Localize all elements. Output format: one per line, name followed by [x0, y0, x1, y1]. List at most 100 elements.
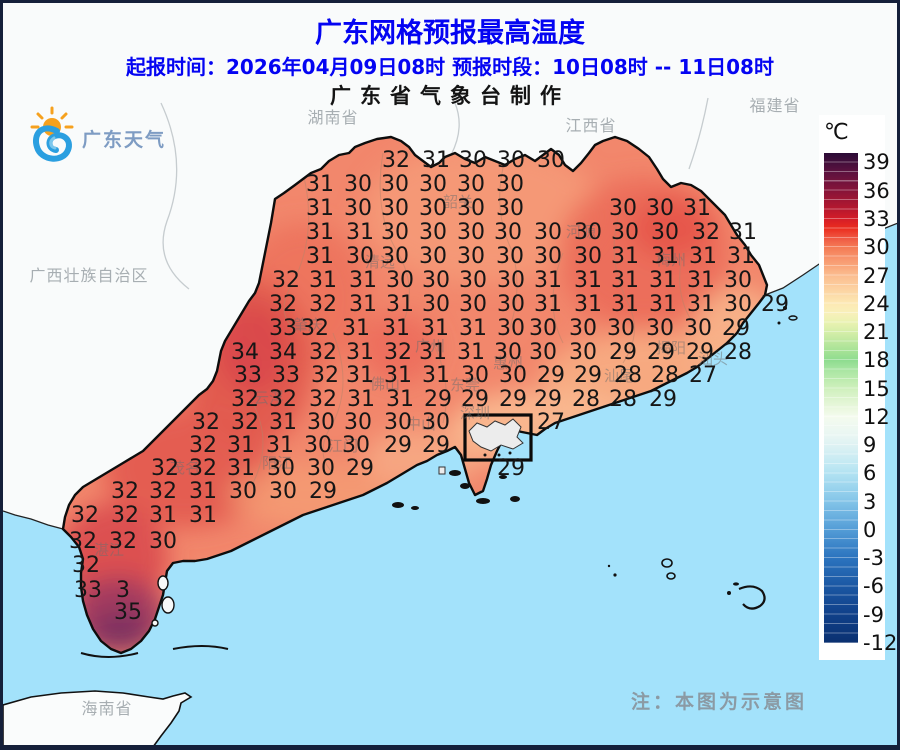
temp-value: 30 — [344, 196, 372, 221]
province-borders — [160, 97, 709, 290]
temp-value: 30 — [534, 244, 562, 269]
temp-value: 30 — [304, 433, 332, 458]
guangdong-outline — [61, 135, 769, 655]
temp-value: 32 — [111, 479, 139, 504]
temp-value: 31 — [687, 268, 715, 293]
temp-value: 29 — [461, 387, 489, 412]
temp-value: 31 — [306, 244, 334, 269]
temp-value: 31 — [386, 292, 414, 317]
colorbar-tick-label: -6 — [863, 574, 884, 599]
temp-value: 27 — [537, 410, 565, 435]
temp-value: 30 — [494, 220, 522, 245]
temp-value: 30 — [574, 244, 602, 269]
temp-value: 28 — [572, 387, 600, 412]
temp-value: 30 — [346, 244, 374, 269]
temp-value: 31 — [306, 172, 334, 197]
temp-value: 28 — [651, 363, 679, 388]
temp-value: 30 — [529, 316, 557, 341]
colorbar-tick-label: 6 — [863, 461, 877, 486]
temp-value: 29 — [537, 363, 565, 388]
colorbar-unit: ℃ — [824, 120, 849, 145]
city-label: 云浮 — [254, 389, 284, 407]
temp-value: 32 — [149, 479, 177, 504]
temp-value: 30 — [344, 410, 372, 435]
temp-value: 30 — [419, 244, 447, 269]
sea — [3, 223, 897, 745]
city-label: 揭阳 — [656, 339, 686, 357]
temp-value: 30 — [497, 268, 525, 293]
temp-value: 31 — [729, 220, 757, 245]
temp-value: 33 — [269, 316, 297, 341]
temp-value: 29 — [309, 479, 337, 504]
province-label: 江西省 — [565, 116, 616, 135]
city-label: 肇庆 — [293, 316, 323, 334]
temp-value: 30 — [457, 244, 485, 269]
temp-value: 30 — [724, 268, 752, 293]
temp-value: 32 — [72, 553, 100, 578]
colorbar-tick-label: 15 — [863, 376, 890, 401]
temp-value: 30 — [307, 456, 335, 481]
colorbar-gradient — [824, 153, 858, 643]
temp-value: 30 — [537, 148, 565, 173]
temp-value: 30 — [419, 196, 447, 221]
temp-value: 31 — [651, 244, 679, 269]
temp-value: 30 — [534, 220, 562, 245]
temp-value: 31 — [459, 316, 487, 341]
temp-value: 29 — [346, 456, 374, 481]
temp-value: 29 — [649, 387, 677, 412]
temp-value: 30 — [574, 220, 602, 245]
city-label: 惠州 — [493, 354, 523, 372]
province-label: 福建省 — [749, 96, 800, 115]
temp-value: 29 — [609, 340, 637, 365]
temp-value: 31 — [309, 268, 337, 293]
temp-value: 31 — [611, 268, 639, 293]
forecast-time-line: 起报时间：2026年04月09日08时 预报时段：10日08时 -- 11日08… — [126, 55, 774, 79]
guangdong-weather-logo: 广东天气 — [27, 105, 166, 171]
colorbar-tick-label: 21 — [863, 320, 890, 345]
temp-value: 32 — [382, 148, 410, 173]
temp-value: 30 — [381, 220, 409, 245]
colorbar-tick-label: -9 — [863, 602, 884, 627]
temp-value: 30 — [384, 410, 412, 435]
temp-value: 27 — [689, 363, 717, 388]
temp-value: 30 — [307, 410, 335, 435]
colorbar-tick-label: 3 — [863, 489, 877, 514]
temp-value: 32 — [301, 316, 329, 341]
temp-value: 29 — [422, 433, 450, 458]
colorbar-tick-label: 18 — [863, 348, 890, 373]
temp-value: 33 — [234, 363, 262, 388]
temp-value: 32 — [692, 220, 720, 245]
temp-value: 31 — [306, 220, 334, 245]
temp-value: 30 — [646, 196, 674, 221]
temp-value: 30 — [381, 244, 409, 269]
colorbar-tick-label: 12 — [863, 404, 890, 429]
city-label: 河源 — [566, 223, 596, 241]
temp-value: 32 — [231, 387, 259, 412]
temp-value: 31 — [649, 292, 677, 317]
city-label: 中山 — [406, 415, 436, 433]
city-label: 佛山 — [370, 375, 400, 393]
colorbar-panel: ℃ 39 36 33 30 27 24 21 18 15 12 9 6 3 0 -3 -6 -9 -12 — [819, 115, 897, 660]
temp-value: 33 — [74, 578, 102, 603]
temp-value: 31 — [149, 503, 177, 528]
temp-value: 29 — [761, 292, 789, 317]
temp-value: 30 — [342, 433, 370, 458]
temp-value: 30 — [457, 172, 485, 197]
temp-value: 31 — [386, 387, 414, 412]
islands — [80, 306, 798, 658]
temp-value: 31 — [349, 268, 377, 293]
temp-value: 31 — [189, 479, 217, 504]
temp-value: 28 — [609, 387, 637, 412]
temp-value: 3 — [116, 578, 130, 603]
temp-value: 34 — [231, 340, 259, 365]
temp-value: 29 — [384, 433, 412, 458]
temp-value: 30 — [422, 410, 450, 435]
temp-value: 30 — [499, 363, 527, 388]
temp-value: 31 — [347, 387, 375, 412]
colorbar-tick-label: 36 — [863, 178, 890, 203]
hainan-island — [3, 690, 193, 745]
temp-value: 29 — [686, 340, 714, 365]
